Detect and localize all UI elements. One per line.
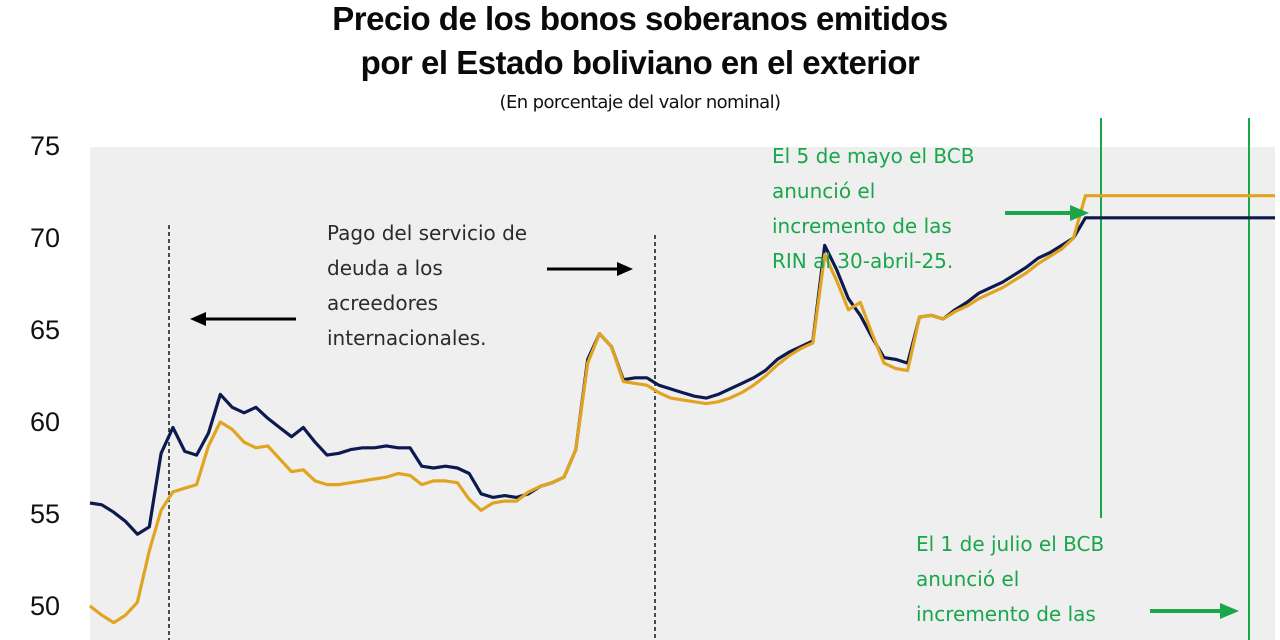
annotation-debt-service-line: acreedores [327,291,438,315]
annotation-may-event: El 5 de mayo el BCB anunció el incremento … [772,144,974,273]
may-arrow [1005,205,1089,221]
annotation-texts: Pago del servicio de deuda a los acreedore… [327,144,1104,640]
annotation-july-event-line: RIN al 30-jun-25. [916,637,1084,640]
left-arrow [190,312,296,326]
annotation-debt-service-line: deuda a los [327,256,443,280]
y-tick-label: 75 [30,131,60,161]
annotation-arrows [190,205,1239,619]
debt-payment-markers [168,225,656,640]
annotation-debt-service: Pago del servicio de deuda a los acreedore… [327,221,527,350]
annotation-debt-service-line: Pago del servicio de [327,221,527,245]
annotation-debt-service-line: internacionales. [327,326,487,350]
annotation-may-event-line: incremento de las [772,214,952,238]
y-tick-label: 50 [30,591,60,621]
annotation-may-event-line: El 5 de mayo el BCB [772,144,974,168]
rin-announcement-markers [1100,118,1250,640]
series-line-dark [89,216,1275,536]
annotation-july-event-line: El 1 de julio el BCB [916,532,1104,556]
annotation-july-event-line: incremento de las [916,602,1096,626]
y-tick-label: 60 [30,407,60,437]
right-arrow [547,262,633,276]
chart-title-line-2: por el Estado boliviano en el exterior [360,44,920,81]
y-tick-label: 70 [30,223,60,253]
annotation-may-event-line: anunció el [772,179,875,203]
july-arrow [1150,603,1239,619]
y-tick-label: 55 [30,499,60,529]
y-axis-ticks: 50 55 60 65 70 75 [30,131,60,621]
annotation-july-event: El 1 de julio el BCB anunció el incremento… [916,532,1104,640]
annotation-may-event-line: RIN al 30-abril-25. [772,249,953,273]
y-tick-label: 65 [30,315,60,345]
chart-subtitle: (En porcentaje del valor nominal) [499,92,782,113]
chart-title-line-1: Precio de los bonos soberanos emitidos [332,0,948,37]
price-series [89,194,1275,625]
series-line-gold [89,194,1275,625]
annotation-july-event-line: anunció el [916,567,1019,591]
